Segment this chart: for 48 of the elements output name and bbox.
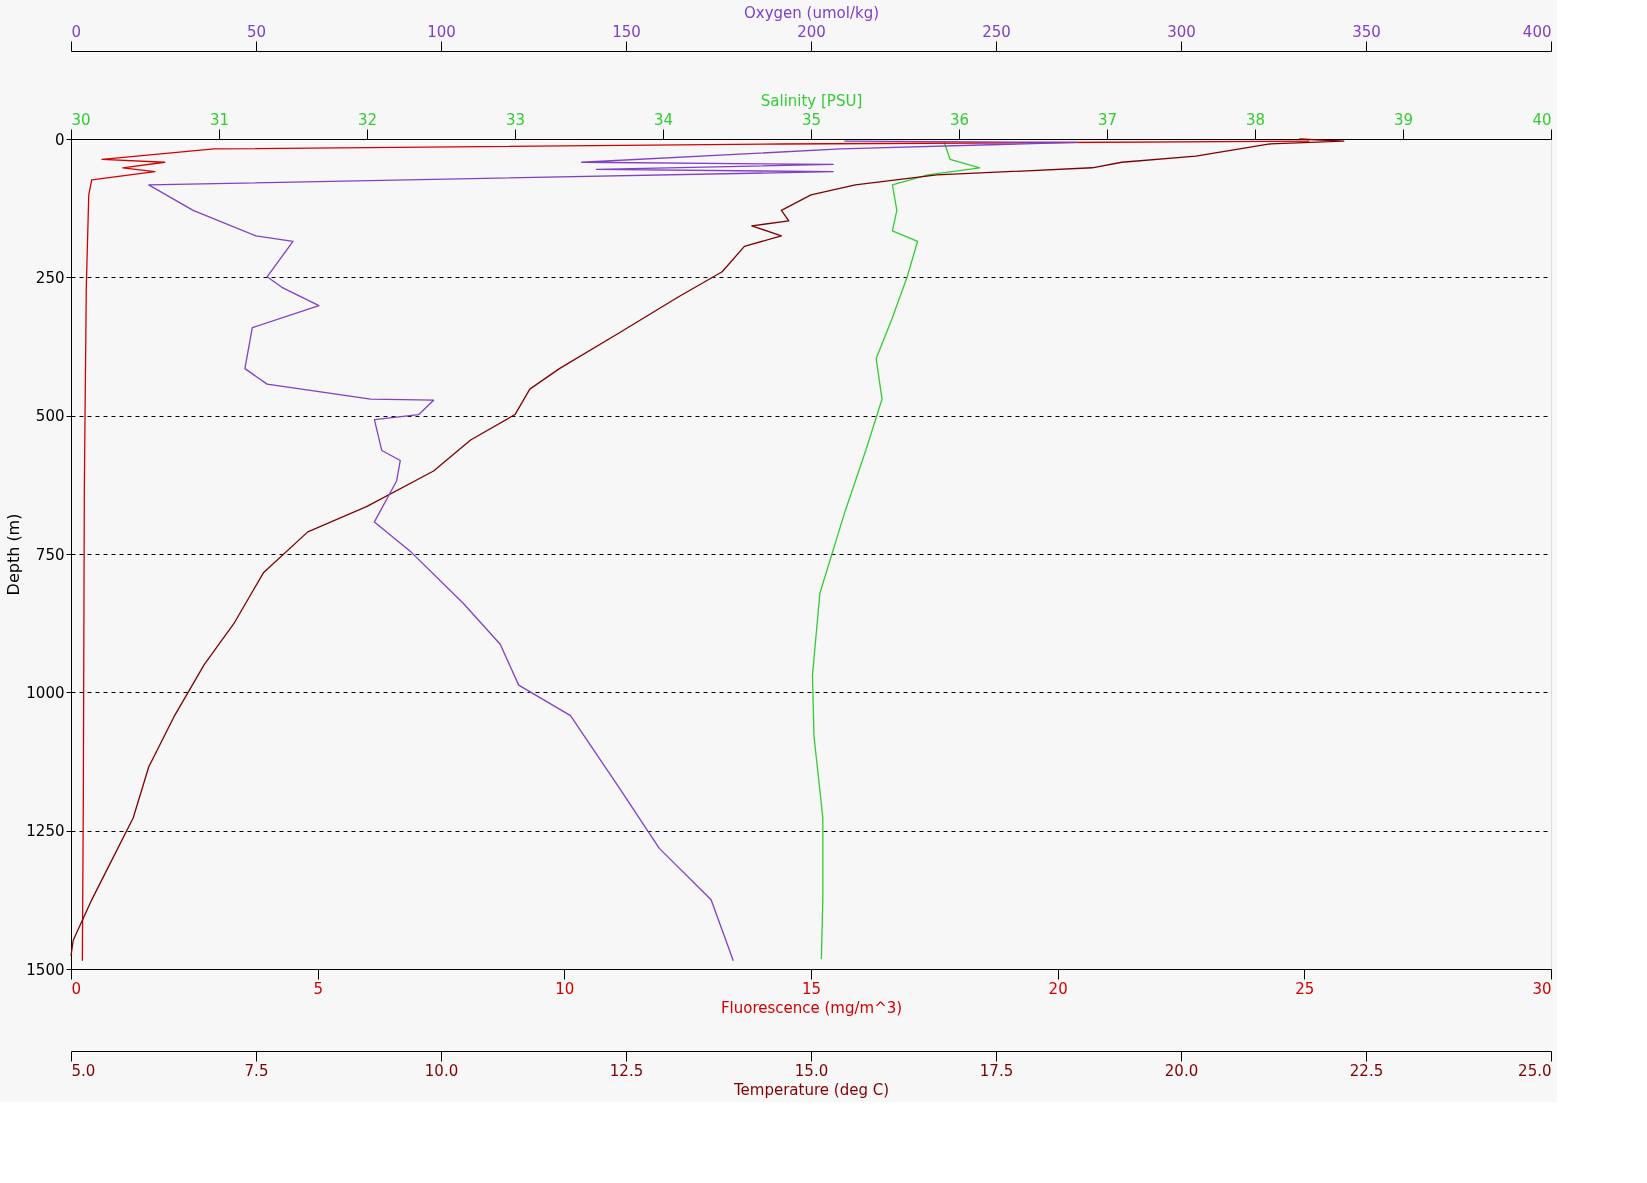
- x-axis-title: Fluorescence (mg/m^3): [720, 998, 903, 1017]
- x-tick-label: 12.5: [609, 1061, 644, 1080]
- x2-tick-label: 400: [1522, 22, 1552, 41]
- y-tick-label: 0: [54, 130, 65, 149]
- x-tick-label: 22.5: [1349, 1061, 1384, 1080]
- x2-tick-label: 100: [427, 22, 456, 41]
- y-tick-label: 1000: [26, 683, 65, 702]
- x2-tick-label: 30: [71, 110, 91, 129]
- x2-tick-label: 39: [1393, 110, 1414, 129]
- x2-tick-label: 31: [209, 110, 230, 129]
- x2-tick-label: 150: [612, 22, 641, 41]
- y-tick-label: 1500: [26, 960, 65, 979]
- x-tick-label: 15.0: [794, 1061, 829, 1080]
- x-tick-label: 25: [1295, 979, 1315, 998]
- x-tick-label: 30: [1532, 979, 1552, 998]
- x-tick-label: 20: [1048, 979, 1068, 998]
- x-tick-label: 0: [71, 979, 82, 998]
- x-tick-label: 10.0: [424, 1061, 459, 1080]
- x2-tick-label: 37: [1097, 110, 1118, 129]
- x2-tick-label: 50: [246, 22, 267, 41]
- y-tick-label: 500: [35, 407, 65, 426]
- x-tick-label: 5: [313, 979, 323, 998]
- x2-tick-label: 0: [71, 22, 82, 41]
- x2-axis-title: Oxygen (umol/kg): [743, 3, 880, 22]
- x-axis-title: Temperature (deg C): [732, 1080, 890, 1099]
- x2-tick-label: 36: [949, 110, 970, 129]
- x2-tick-label: 33: [505, 110, 526, 129]
- x2-tick-label: 200: [797, 22, 826, 41]
- x-tick-label: 20.0: [1164, 1061, 1199, 1080]
- x-tick-label: 7.5: [244, 1061, 269, 1080]
- x-tick-label: 15: [801, 979, 822, 998]
- y-tick-label: 1250: [26, 822, 65, 841]
- x-tick-label: 25.0: [1518, 1061, 1552, 1080]
- x2-tick-label: 40: [1532, 110, 1552, 129]
- y-axis-title: Depth (m): [4, 513, 24, 596]
- y-tick-label: 750: [35, 545, 65, 564]
- x-tick-label: 17.5: [979, 1061, 1014, 1080]
- x2-tick-label: 34: [653, 110, 674, 129]
- x2-tick-label: 300: [1167, 22, 1196, 41]
- y-tick-label: 250: [35, 268, 65, 287]
- x2-tick-label: 250: [982, 22, 1011, 41]
- x2-tick-label: 32: [357, 110, 378, 129]
- x-tick-label: 10: [555, 979, 575, 998]
- x2-tick-label: 350: [1352, 22, 1381, 41]
- x-tick-label: 5.0: [71, 1061, 96, 1080]
- x2-axis-title: Salinity [PSU]: [760, 91, 863, 110]
- x2-tick-label: 38: [1245, 110, 1266, 129]
- x2-tick-label: 35: [801, 110, 822, 129]
